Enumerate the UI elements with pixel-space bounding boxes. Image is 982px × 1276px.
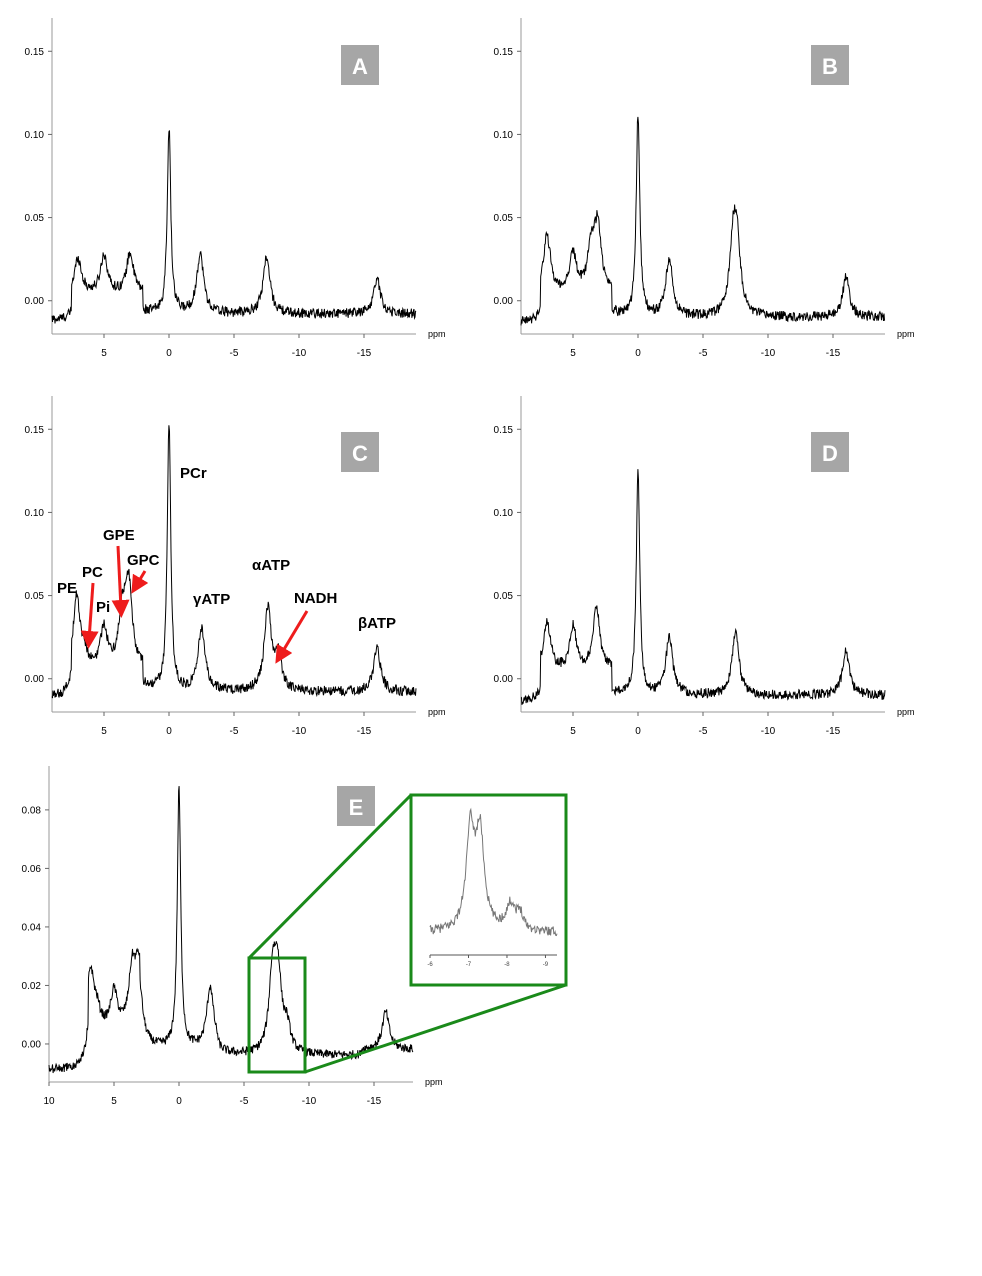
spectrum-line (51, 425, 417, 699)
spectrum-line (520, 469, 886, 705)
zoom-region-box (247, 956, 307, 1074)
x-tick-label: -5 (240, 1096, 249, 1107)
x-unit-label: ppm (425, 1077, 443, 1087)
y-tick-label: 0.00 (22, 1039, 42, 1050)
panel-badge (811, 432, 849, 472)
x-tick-label: 10 (43, 1096, 55, 1107)
x-tick-label: 0 (635, 726, 641, 737)
panel-badge (337, 786, 375, 826)
y-tick-label: 0.00 (25, 674, 45, 685)
annotation-pe: PE (57, 580, 77, 597)
y-tick-label: 0.04 (22, 922, 42, 933)
x-unit-label: ppm (897, 329, 915, 339)
x-tick-label: 0 (635, 348, 641, 359)
y-tick-label: 0.06 (22, 864, 42, 875)
inset-spectrum-line (429, 807, 558, 937)
annotation-nadh: NADH (294, 590, 337, 607)
panel-d: 0.15 0.10 0.05 0.00 5 0 -5 -10 -15 ppm D (494, 396, 915, 737)
x-tick-label: -15 (367, 1096, 382, 1107)
arrow-gpc (131, 570, 149, 594)
y-tick-label: 0.05 (494, 591, 514, 602)
y-tick-label: 0.02 (22, 981, 42, 992)
x-tick-label: 0 (166, 726, 172, 737)
y-tick-label: 0.15 (25, 47, 45, 58)
x-tick-label: 5 (101, 348, 107, 359)
y-tick-label: 0.00 (494, 296, 514, 307)
x-tick-label: 0 (176, 1096, 182, 1107)
panel-label: E (349, 795, 364, 820)
arrow-pc (80, 582, 99, 649)
x-tick-label: 5 (101, 726, 107, 737)
spectrum-line (48, 786, 414, 1074)
panel-badge (341, 432, 379, 472)
x-tick-label: 5 (111, 1096, 117, 1107)
x-unit-label: ppm (428, 707, 446, 717)
x-tick-label: -5 (230, 348, 239, 359)
x-unit-label: ppm (897, 707, 915, 717)
y-tick-label: 0.05 (25, 213, 45, 224)
panel-badge (811, 45, 849, 85)
panel-label: A (352, 54, 368, 79)
x-tick-label: -15 (826, 348, 841, 359)
y-tick-label: 0.00 (494, 674, 514, 685)
spectrum-line (51, 130, 417, 324)
panel-label: D (822, 441, 838, 466)
x-tick-label: -10 (302, 1096, 317, 1107)
x-tick-label: 0 (166, 348, 172, 359)
x-unit-label: ppm (428, 329, 446, 339)
x-tick-label: -10 (292, 348, 307, 359)
y-tick-label: 0.15 (25, 425, 45, 436)
y-tick-label: 0.10 (25, 508, 45, 519)
inset-box (409, 793, 568, 987)
x-tick-label: -5 (230, 726, 239, 737)
arrow-nadh (275, 610, 309, 664)
panel-e: 0.08 0.06 0.04 0.02 0.00 10 5 0 -5 -10 -15 ppm E -6 -7… (22, 766, 568, 1107)
y-tick-label: 0.15 (494, 425, 514, 436)
y-tick-label: 0.10 (25, 130, 45, 141)
inset-x-tick-label: -9 (543, 962, 549, 968)
annotation-beta-atp: βATP (358, 615, 396, 632)
y-tick-label: 0.15 (494, 47, 514, 58)
x-tick-label: -10 (292, 726, 307, 737)
y-tick-label: 0.10 (494, 508, 514, 519)
x-tick-label: -10 (761, 726, 776, 737)
x-tick-label: -15 (357, 726, 372, 737)
annotation-pi: Pi (96, 599, 110, 616)
x-tick-label: 5 (570, 348, 576, 359)
x-tick-label: -10 (761, 348, 776, 359)
zoom-connector-top (247, 793, 413, 960)
x-tick-label: -15 (826, 726, 841, 737)
inset-x-tick-label: -8 (504, 962, 510, 968)
y-tick-label: 0.05 (494, 213, 514, 224)
y-tick-label: 0.05 (25, 591, 45, 602)
spectrum-line (520, 116, 886, 326)
panel-label: B (822, 54, 838, 79)
panel-b: 0.15 0.10 0.05 0.00 5 0 -5 -10 -15 ppm B (494, 18, 915, 359)
panel-c: 0.15 0.10 0.05 0.00 5 0 -5 -10 -15 ppm C PCr GPE GPC P… (25, 396, 446, 737)
annotation-gamma-atp: γATP (193, 591, 230, 608)
y-tick-label: 0.00 (25, 296, 45, 307)
y-tick-label: 0.10 (494, 130, 514, 141)
x-tick-label: 5 (570, 726, 576, 737)
zoom-connector-bottom (304, 983, 567, 1074)
panel-label: C (352, 441, 368, 466)
x-tick-label: -5 (699, 348, 708, 359)
annotation-gpc: GPC (127, 552, 160, 569)
panel-a: 0.15 0.10 0.05 0.00 5 0 -5 -10 -15 ppm A (25, 18, 446, 359)
annotation-gpe: GPE (103, 527, 135, 544)
inset-x-tick-label: -7 (466, 962, 472, 968)
x-tick-label: -15 (357, 348, 372, 359)
y-tick-label: 0.08 (22, 805, 42, 816)
inset-x-tick-label: -6 (427, 962, 433, 968)
x-tick-label: -5 (699, 726, 708, 737)
annotation-alpha-atp: αATP (252, 557, 290, 574)
annotation-pc: PC (82, 564, 103, 581)
panel-badge (341, 45, 379, 85)
arrow-gpe (111, 545, 130, 618)
annotation-pcr: PCr (180, 465, 207, 482)
